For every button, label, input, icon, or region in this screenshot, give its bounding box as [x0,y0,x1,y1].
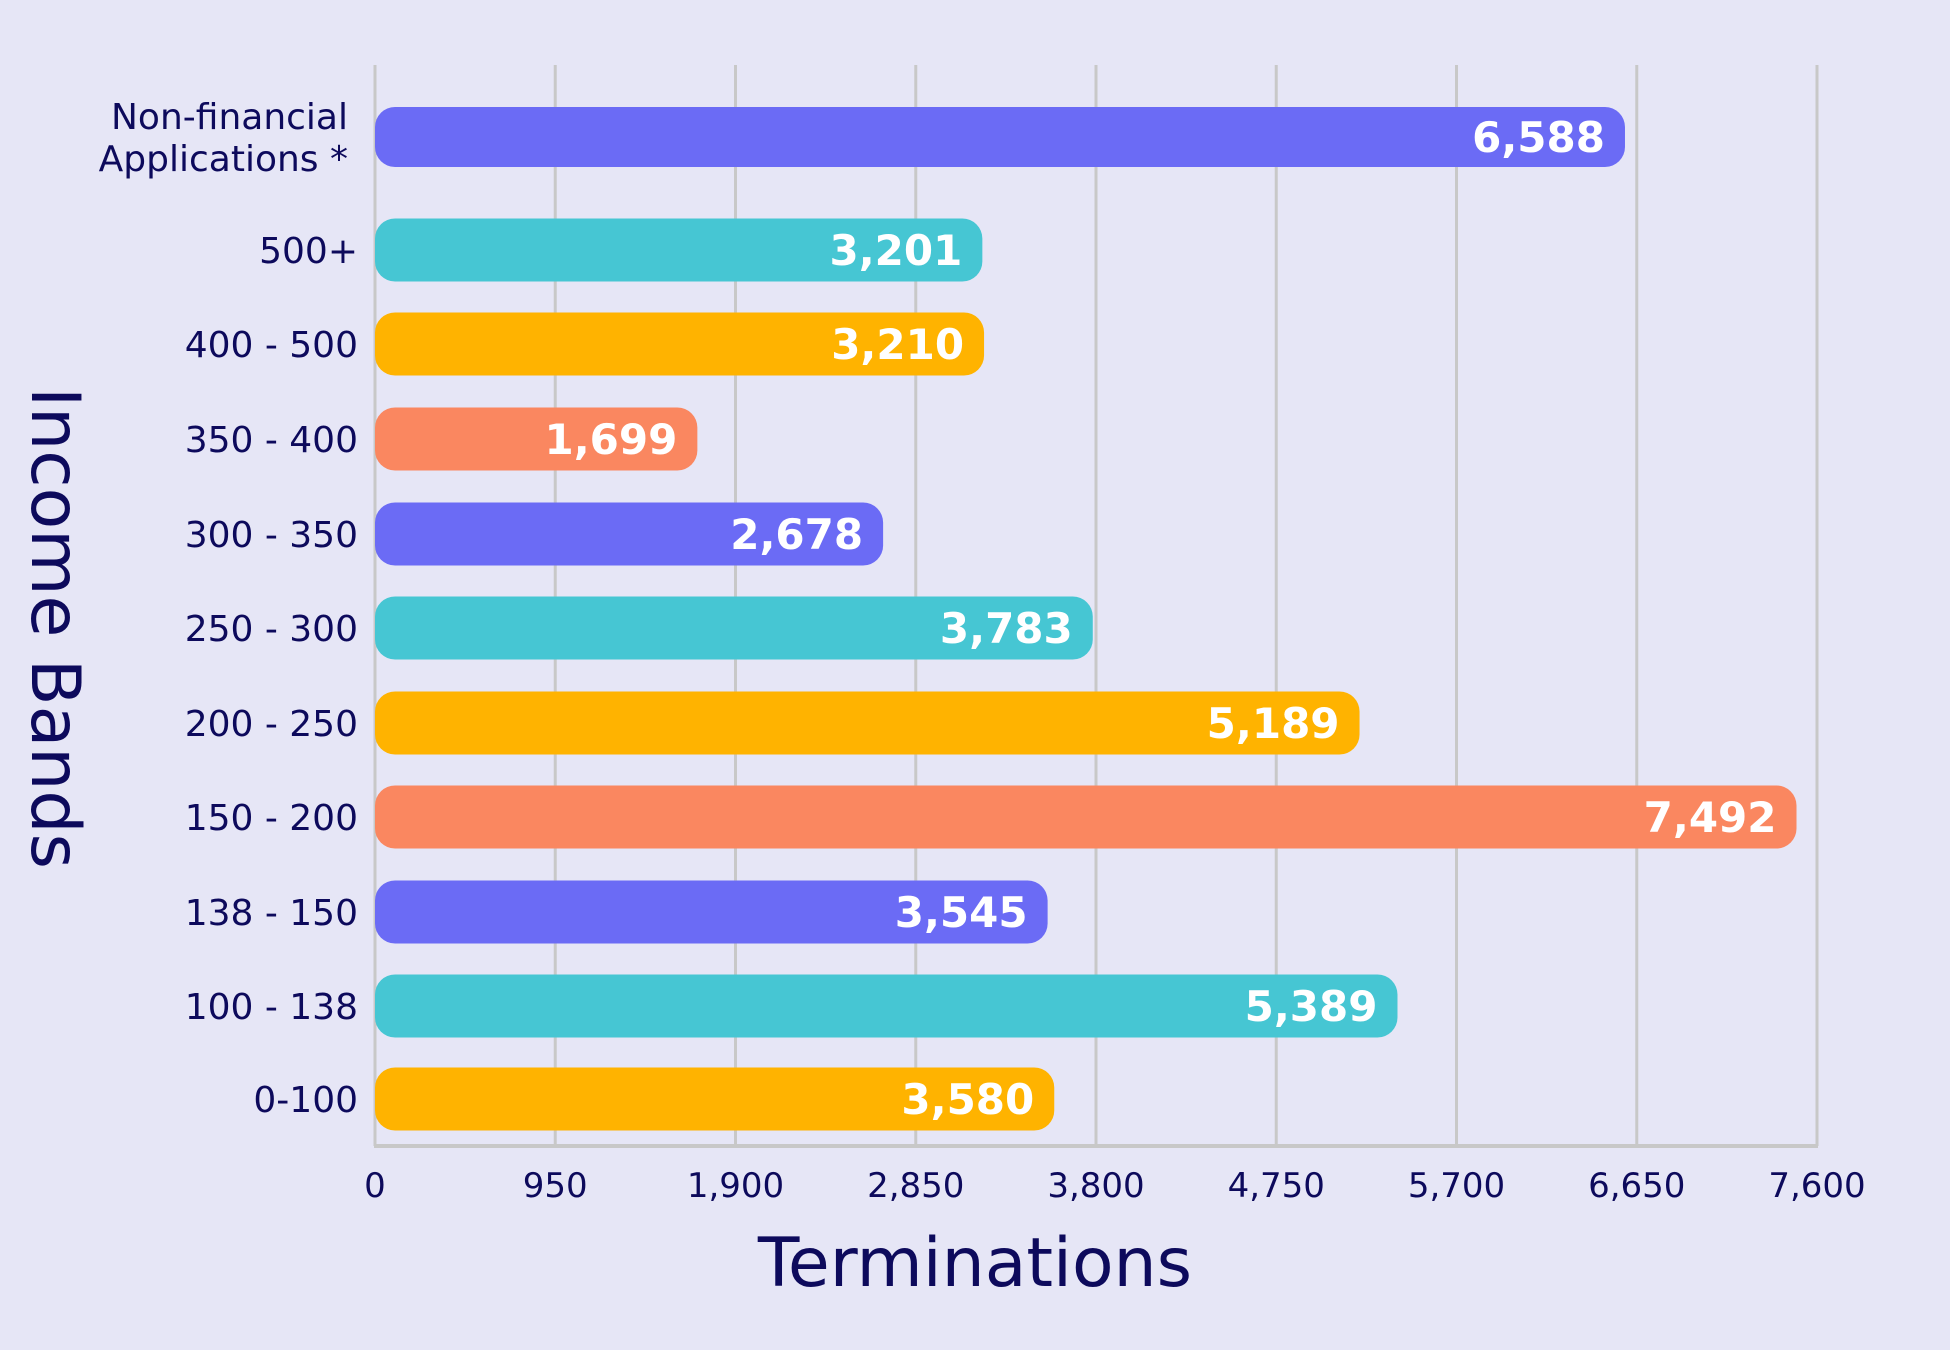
bar-value-label: 1,699 [545,415,678,464]
category-label: 0-100 [253,1080,358,1121]
bar [375,691,1360,755]
x-tick-label: 6,650 [1588,1166,1685,1206]
bars: 6,588 3,201 3,210 1,699 2,678 3,783 5,189 7,492… [375,107,1797,1131]
category-label: 138 - 150 [185,893,358,934]
bar [375,407,698,471]
bar [375,596,1093,660]
x-tick-label: 2,850 [867,1166,964,1206]
category-label: 250 - 300 [185,609,358,650]
category-label: Non-financial [111,97,348,138]
bar-value-label: 7,492 [1644,793,1777,842]
x-tick-label: 1,900 [687,1166,784,1206]
bar [375,785,1797,849]
category-label: 400 - 500 [185,325,358,366]
bar [375,107,1625,167]
bar-value-label: 5,389 [1245,982,1378,1031]
bar [375,218,983,282]
bar [375,312,985,376]
bar-value-label: 3,580 [901,1075,1034,1124]
bar [375,880,1048,944]
x-axis-title: Terminations [757,1224,1192,1303]
category-label: Applications * [99,139,348,180]
y-axis-title: Income Bands [15,387,94,869]
bar-value-label: 6,588 [1472,113,1605,162]
bar-value-label: 3,210 [831,320,964,369]
category-label: 500+ [259,231,358,272]
bar-value-label: 3,201 [829,226,962,275]
bar-value-label: 3,783 [940,604,1073,653]
x-tick-label: 4,750 [1228,1166,1325,1206]
category-label: 350 - 400 [185,420,358,461]
x-tick-label: 3,800 [1047,1166,1144,1206]
category-label: 200 - 250 [185,704,358,745]
category-label: 100 - 138 [185,987,358,1028]
x-tick-label: 0 [364,1166,386,1206]
x-tick-labels: 0 950 1,900 2,850 3,800 4,750 5,700 6,650 7,600 [364,1166,1865,1206]
category-label: 150 - 200 [185,798,358,839]
bar-value-label: 2,678 [730,510,863,559]
bar [375,1067,1055,1131]
bar [375,974,1398,1038]
bar [375,502,884,566]
category-label: 300 - 350 [185,515,358,556]
x-tick-label: 950 [523,1166,588,1206]
bar-value-label: 5,189 [1207,699,1340,748]
bar-value-label: 3,545 [895,888,1028,937]
x-tick-label: 5,700 [1408,1166,1505,1206]
x-tick-label: 7,600 [1768,1166,1865,1206]
